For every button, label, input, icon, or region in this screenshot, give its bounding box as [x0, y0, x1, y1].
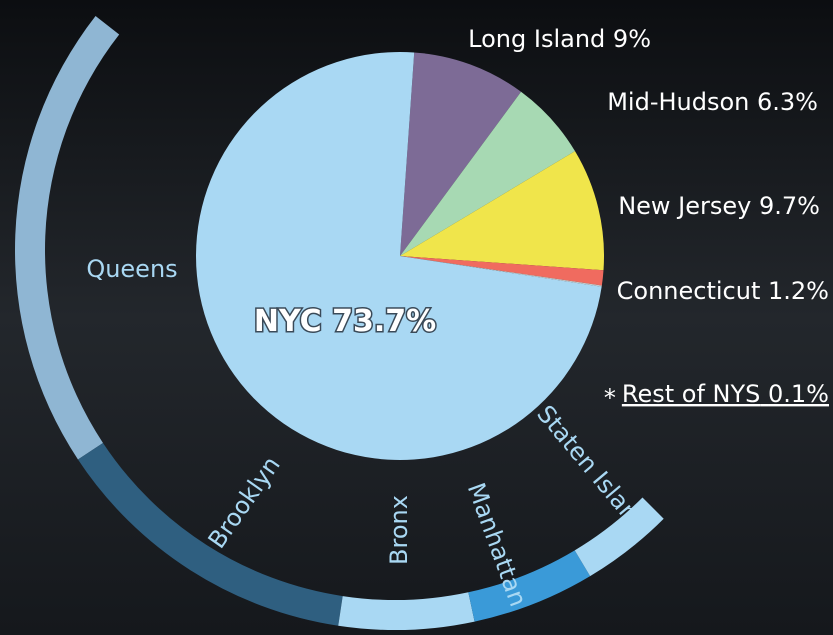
category-name: Long Island — [468, 25, 605, 53]
slice-label: Connecticut 1.2% — [617, 277, 829, 305]
category-name: Connecticut — [617, 277, 761, 305]
category-name: Rest of NYS — [622, 380, 761, 408]
category-name: Mid-Hudson — [607, 88, 749, 116]
breakdown-label: Bronx — [385, 495, 413, 565]
slice-label: NYC 73.7% — [254, 304, 436, 339]
breakdown-label: Queens — [86, 255, 177, 283]
value-label: 1.2% — [768, 277, 829, 305]
value-label: 6.3% — [757, 88, 818, 116]
value-label: 73.7% — [332, 304, 436, 339]
value-label: 9% — [613, 25, 651, 53]
slice-label: Long Island 9% — [468, 25, 651, 53]
value-label: 0.1% — [768, 380, 829, 408]
chart: QueensBrooklynBronxManhattanStaten Islan… — [0, 0, 833, 635]
slice-label: New Jersey 9.7% — [618, 192, 820, 220]
category-name: NYC — [254, 304, 322, 339]
category-name: New Jersey — [618, 192, 751, 220]
note-marker: * — [604, 384, 616, 412]
slice-label: Rest of NYS 0.1% — [622, 380, 829, 408]
value-label: 9.7% — [759, 192, 820, 220]
slice-label: Mid-Hudson 6.3% — [607, 88, 818, 116]
